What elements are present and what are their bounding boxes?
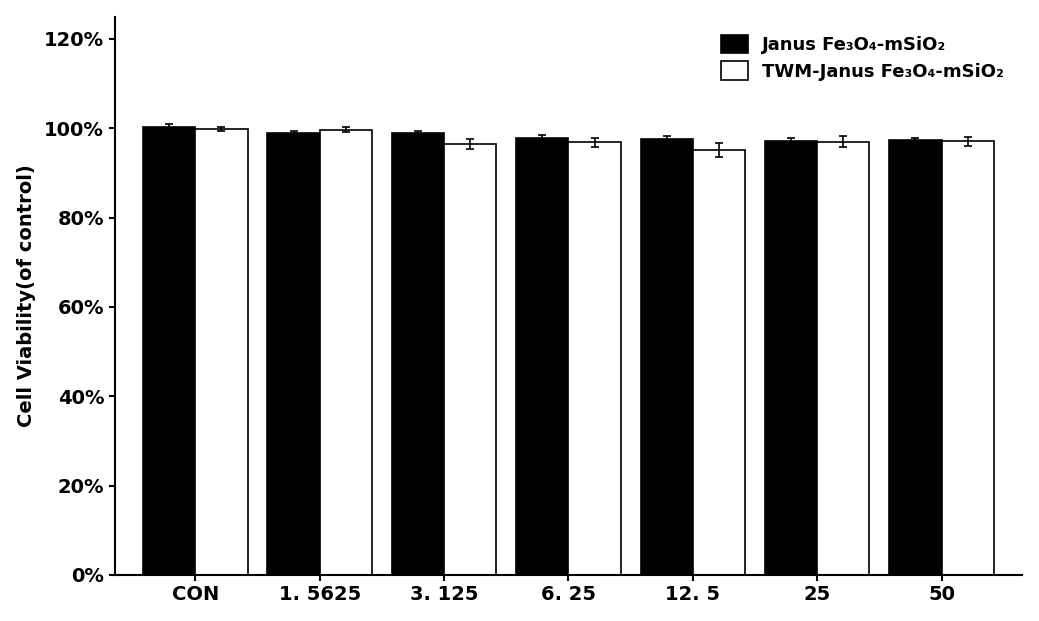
Bar xyxy=(693,150,745,575)
Bar xyxy=(195,129,247,575)
Bar xyxy=(516,138,568,575)
Bar xyxy=(143,127,195,575)
Bar xyxy=(568,142,620,575)
Bar xyxy=(267,133,320,575)
Bar xyxy=(320,130,372,575)
Bar xyxy=(392,134,444,575)
Bar xyxy=(817,142,870,575)
Bar xyxy=(941,141,993,575)
Bar xyxy=(765,141,817,575)
Bar xyxy=(444,144,497,575)
Y-axis label: Cell Viability(of control): Cell Viability(of control) xyxy=(17,165,35,427)
Bar xyxy=(641,139,693,575)
Legend: Janus Fe₃O₄-mSiO₂, TWM-Janus Fe₃O₄-mSiO₂: Janus Fe₃O₄-mSiO₂, TWM-Janus Fe₃O₄-mSiO₂ xyxy=(712,25,1013,89)
Bar xyxy=(889,140,941,575)
